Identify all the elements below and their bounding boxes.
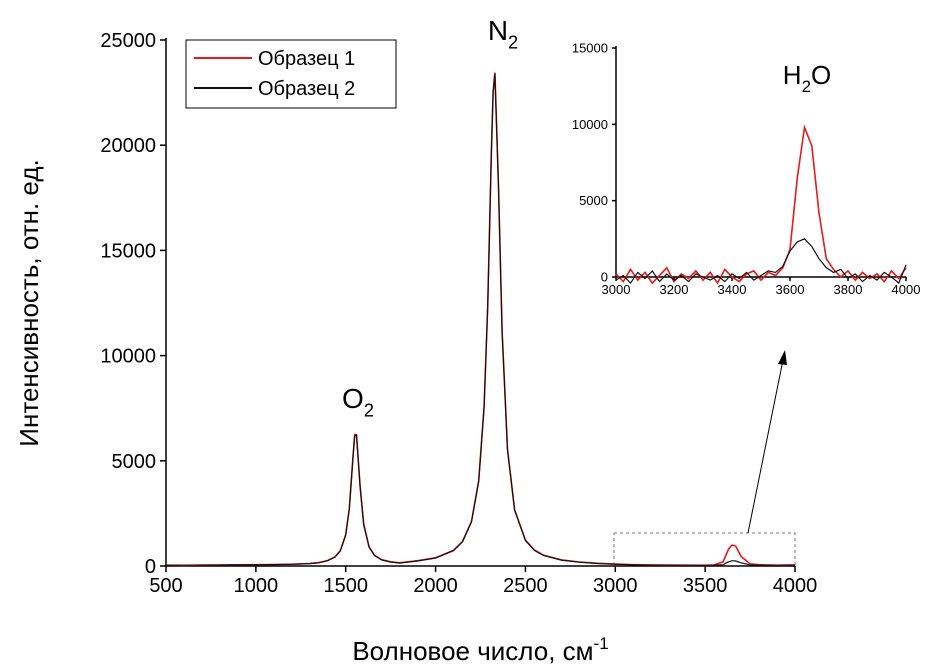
zoom-box [613, 532, 796, 567]
annotation-text: N [488, 15, 508, 46]
legend-box [185, 39, 397, 109]
x-tick-label: 4000 [892, 282, 921, 297]
x-tick-label: 1000 [234, 575, 279, 597]
x-tick-label: 3200 [660, 282, 689, 297]
legend-label: Образец 1 [258, 48, 355, 70]
annotation-sub: 2 [364, 400, 374, 420]
annotation-sub: 2 [802, 77, 811, 96]
y-tick-label: 15000 [100, 240, 156, 262]
series-line [165, 73, 796, 567]
annotation: H2O [783, 60, 831, 96]
x-tick-label: 4000 [773, 575, 818, 597]
annotation-text: H [783, 60, 802, 90]
y-tick-label: 15000 [572, 41, 608, 56]
y-axis-label: Интенсивность, отн. ед. [14, 159, 44, 446]
y-tick-label: 25000 [100, 30, 156, 52]
x-tick-label: 2000 [413, 575, 458, 597]
x-tick-label: 3000 [602, 282, 631, 297]
y-tick-label: 10000 [100, 346, 156, 368]
y-tick-label: 0 [601, 270, 608, 285]
arrow-head [778, 350, 787, 365]
x-tick-label: 3000 [593, 575, 638, 597]
annotation-sub: 2 [508, 32, 518, 52]
y-tick-label: 5000 [579, 193, 608, 208]
x-axis-label: Волновое число, см-1 [352, 634, 608, 666]
x-label-sup: -1 [594, 634, 609, 653]
y-tick-label: 0 [145, 556, 156, 578]
x-tick-label: 2500 [503, 575, 548, 597]
series-line [615, 124, 907, 285]
x-tick-label: 500 [149, 575, 182, 597]
series-line [165, 72, 796, 567]
y-tick-label: 5000 [112, 451, 157, 473]
annotation-text: O [342, 383, 364, 414]
x-tick-label: 3800 [834, 282, 863, 297]
x-tick-label: 1500 [323, 575, 368, 597]
x-tick-label: 3600 [776, 282, 805, 297]
legend-label: Образец 2 [258, 78, 355, 100]
x-label-text: Волновое число, см [352, 636, 593, 666]
annotation-after: O [811, 60, 831, 90]
annotation: O2 [342, 383, 374, 420]
annotation: N2 [488, 15, 518, 52]
y-tick-label: 20000 [100, 135, 156, 157]
x-tick-label: 3500 [683, 575, 728, 597]
x-tick-label: 3400 [718, 282, 747, 297]
y-tick-label: 10000 [572, 117, 608, 132]
zoom-arrow [747, 359, 784, 534]
series-line [615, 238, 907, 285]
